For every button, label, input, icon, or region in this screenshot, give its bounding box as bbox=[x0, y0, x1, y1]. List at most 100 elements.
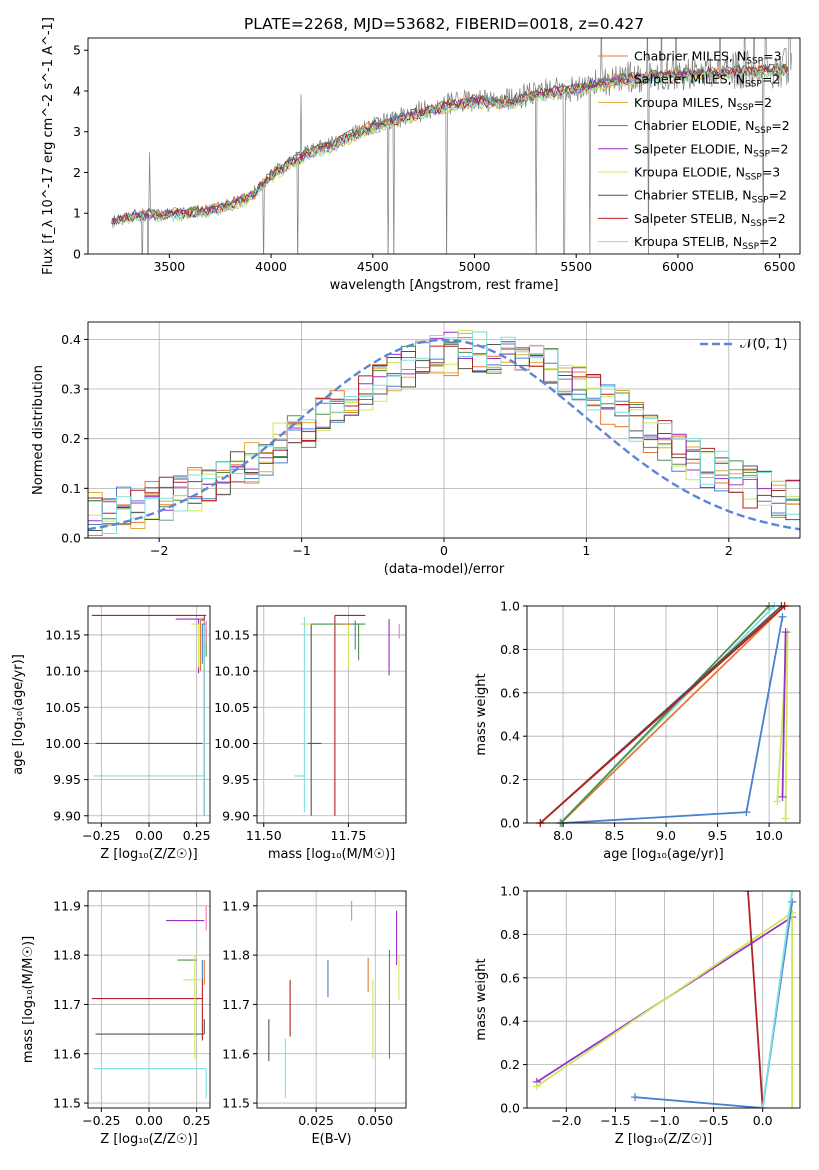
y-tick-label: 10.00 bbox=[45, 736, 81, 751]
marker-kroupa_elodie bbox=[788, 1104, 797, 1108]
figure-title: PLATE=2268, MJD=53682, FIBERID=0018, z=0… bbox=[244, 15, 644, 33]
legend-label: Salpeter MILES, NSSP=2 bbox=[634, 72, 780, 90]
x-tick-label: −1.5 bbox=[600, 1113, 630, 1128]
y-tick-label: 0.0 bbox=[500, 1101, 520, 1116]
y-tick-label: 2 bbox=[73, 165, 81, 180]
plot-area bbox=[532, 891, 797, 1108]
subscript: SSP bbox=[754, 126, 771, 136]
plot-area bbox=[294, 614, 400, 816]
legend-label: Salpeter ELODIE, NSSP=2 bbox=[634, 141, 788, 159]
grid bbox=[257, 891, 406, 1108]
y-tick-label: 10.05 bbox=[214, 700, 250, 715]
y-axis-label: Flux [f_λ 10^-17 erg cm^-2 s^-1 A^-1] bbox=[41, 17, 56, 275]
y-tick-label: 0.2 bbox=[500, 1057, 520, 1072]
histogram-salpeter_stelib bbox=[88, 345, 800, 536]
marker-salpeter_miles bbox=[778, 612, 787, 621]
marker-kroupa_elodie bbox=[773, 797, 782, 806]
axes-frame: 0.025 0.050 11.5 11.6 11.7 11.8 11.9 E(B-V) bbox=[222, 890, 407, 1147]
x-tick-label: 0.25 bbox=[183, 1113, 211, 1128]
marker-kroupa_elodie bbox=[532, 1082, 541, 1091]
spectrum-panel: 3500 4000 4500 5000 5500 6000 6500 0 1 2 3 4 5 wavele… bbox=[41, 17, 801, 293]
series-salpeter_miles bbox=[634, 901, 793, 1108]
mass-weight-vs-age-panel: 8.0 8.5 9.0 9.5 10.0 0.0 0.2 0.4 0.6 0.8 1.0 age [l… bbox=[474, 599, 801, 862]
residual-histogram-panel: −2 −1 0 1 2 0.0 0.1 0.2 0.3 0.4 (data-model)/error… bbox=[31, 321, 801, 577]
x-tick-label: 0.00 bbox=[135, 1113, 163, 1128]
y-tick-label: 0.2 bbox=[500, 772, 520, 787]
x-tick-label: 5000 bbox=[459, 259, 491, 274]
point-kroupa-elodie bbox=[183, 955, 201, 1059]
y-tick-label: 11.7 bbox=[222, 997, 250, 1012]
axes-box bbox=[526, 605, 801, 824]
y-tick-label: 0.4 bbox=[500, 1014, 520, 1029]
model-fit-salpeter_stelib bbox=[112, 64, 789, 226]
y-tick-label: 3 bbox=[73, 124, 81, 139]
point-kroupa-elodie bbox=[301, 623, 349, 668]
legend-label: Chabrier MILES, NSSP=3 bbox=[634, 49, 782, 67]
x-tick-label: 2 bbox=[725, 543, 733, 558]
y-tick-label: 11.5 bbox=[53, 1096, 81, 1111]
model-fit-kroupa_stelib bbox=[112, 66, 789, 227]
legend-value: =2 bbox=[770, 141, 788, 156]
x-tick-label: 4000 bbox=[255, 259, 287, 274]
x-axis-label: (data-model)/error bbox=[384, 562, 505, 577]
normal-curve bbox=[88, 338, 800, 531]
axes-frame: −0.25 0.00 0.25 11.5 11.6 11.7 11.8 11.9 Z [log₁… bbox=[21, 890, 211, 1147]
y-tick-label: 1.0 bbox=[500, 884, 520, 899]
legend-value: =2 bbox=[754, 95, 772, 110]
x-tick-label: 3500 bbox=[153, 259, 185, 274]
y-tick-label: 9.90 bbox=[53, 808, 81, 823]
plot-area bbox=[268, 900, 400, 1099]
axes-frame: 3500 4000 4500 5000 5500 6000 6500 0 1 2 3 4 5 wavele… bbox=[41, 17, 801, 293]
legend-label: Kroupa ELODIE, NSSP=3 bbox=[634, 165, 780, 183]
point-salpeter-stelib bbox=[91, 978, 203, 1041]
y-tick-label: 0.6 bbox=[500, 970, 520, 985]
marker-salpeter_elodie bbox=[781, 628, 790, 637]
y-tick-label: 4 bbox=[73, 83, 81, 98]
subscript: SSP bbox=[752, 196, 769, 206]
point-kroupa-stelib bbox=[93, 1067, 207, 1099]
point-kroupa-stelib bbox=[294, 616, 305, 813]
series-salpeter_stelib bbox=[747, 891, 764, 1108]
x-tick-label: 9.0 bbox=[656, 828, 676, 843]
axes-frame: −2 −1 0 1 2 0.0 0.1 0.2 0.3 0.4 (data-model)/error… bbox=[31, 321, 801, 577]
axes-box bbox=[256, 605, 407, 824]
x-tick-label: 0.025 bbox=[298, 1113, 334, 1128]
y-tick-label: 5 bbox=[73, 43, 81, 58]
plot-area bbox=[536, 602, 792, 827]
x-tick-label: −0.5 bbox=[698, 1113, 728, 1128]
legend: 𝒩(0, 1) bbox=[700, 337, 787, 352]
y-tick-label: 10.00 bbox=[214, 736, 250, 751]
x-tick-label: 8.0 bbox=[553, 828, 573, 843]
point-salpeter-stelib bbox=[334, 614, 366, 816]
x-tick-label: 0.00 bbox=[135, 828, 163, 843]
series-salpeter_elodie bbox=[781, 631, 787, 798]
x-tick-label: 0.050 bbox=[357, 1113, 393, 1128]
y-axis-label: mass weight bbox=[474, 958, 489, 1040]
point-chabrier-elodie bbox=[311, 623, 366, 661]
x-tick-label: 9.5 bbox=[708, 828, 728, 843]
x-tick-label: 4500 bbox=[357, 259, 389, 274]
histogram-kroupa_elodie bbox=[88, 329, 800, 522]
x-tick-label: 1 bbox=[582, 543, 590, 558]
grid bbox=[257, 606, 406, 823]
point-salpeter-miles bbox=[201, 623, 207, 664]
legend-value: =2 bbox=[769, 188, 787, 203]
x-tick-label: −2.0 bbox=[551, 1113, 581, 1128]
x-tick-label: 0.0 bbox=[753, 1113, 773, 1128]
y-tick-label: 10.10 bbox=[45, 664, 81, 679]
y-tick-label: 0 bbox=[73, 247, 81, 262]
legend-value: =2 bbox=[771, 118, 789, 133]
legend-label: Salpeter STELIB, NSSP=2 bbox=[634, 211, 786, 229]
x-tick-label: 11.50 bbox=[246, 828, 282, 843]
x-axis-label: mass [log₁₀(M/M☉)] bbox=[268, 847, 395, 862]
series-kroupa_stelib bbox=[761, 891, 793, 1108]
series-chabrier_elodie bbox=[560, 605, 770, 824]
y-tick-label: 10.05 bbox=[45, 700, 81, 715]
x-tick-label: −1 bbox=[292, 543, 310, 558]
legend-label: 𝒩(0, 1) bbox=[740, 337, 787, 352]
y-tick-label: 11.6 bbox=[222, 1046, 250, 1061]
x-tick-label: 8.5 bbox=[605, 828, 625, 843]
y-tick-label: 11.5 bbox=[222, 1096, 250, 1111]
y-tick-label: 0.8 bbox=[500, 642, 520, 657]
